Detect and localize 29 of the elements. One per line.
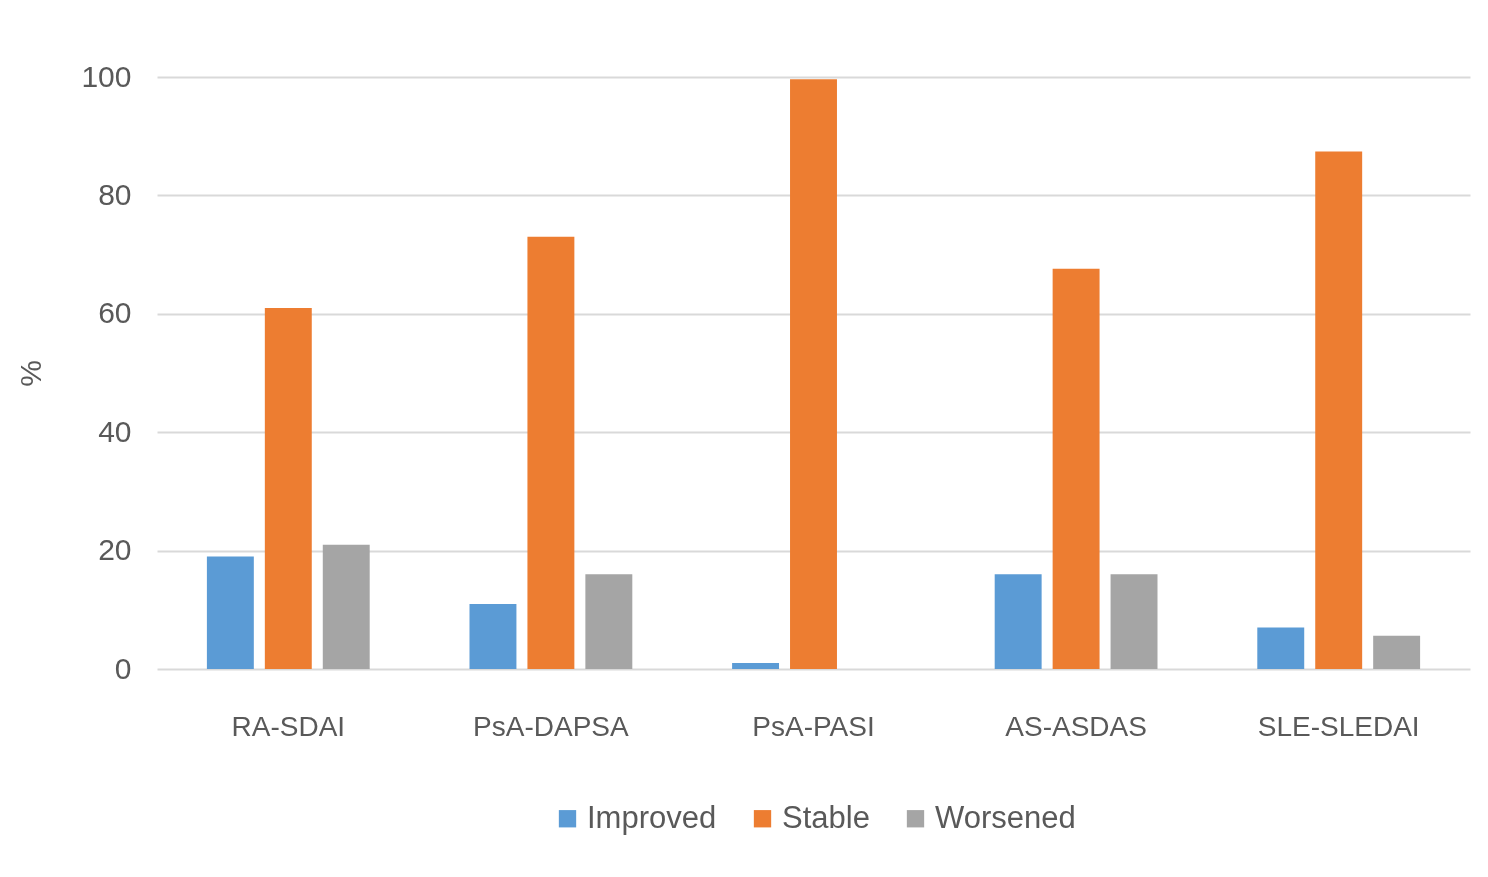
bar xyxy=(732,663,780,669)
y-tick-label: 100 xyxy=(81,59,132,93)
bar xyxy=(527,236,575,669)
bar xyxy=(790,79,837,669)
legend-label: Improved xyxy=(587,799,717,835)
y-tick-label: 60 xyxy=(98,296,132,330)
legend-label: Stable xyxy=(782,799,870,835)
bar xyxy=(994,574,1042,669)
y-tick-label: 0 xyxy=(114,651,132,685)
y-tick-label: 20 xyxy=(98,533,132,567)
legend-label: Worsened xyxy=(935,799,1076,835)
x-tick-label: AS-ASDAS xyxy=(1005,710,1147,742)
bar xyxy=(1110,574,1158,669)
bar xyxy=(469,603,517,669)
x-tick-label: PsA-PASI xyxy=(752,710,875,742)
y-axis-title: % xyxy=(14,360,48,387)
x-tick-label: SLE-SLEDAI xyxy=(1257,710,1420,742)
bar xyxy=(1315,151,1363,669)
bar xyxy=(264,307,312,669)
y-tick-label: 40 xyxy=(98,414,132,448)
x-tick-label: RA-SDAI xyxy=(231,710,346,742)
bar xyxy=(1373,635,1421,669)
bar xyxy=(585,574,633,669)
bar xyxy=(1257,627,1305,669)
bar xyxy=(1052,268,1100,669)
bar xyxy=(206,556,254,669)
x-tick-label: PsA-DAPSA xyxy=(473,710,630,742)
y-tick-label: 80 xyxy=(98,177,132,211)
bar xyxy=(322,544,370,669)
